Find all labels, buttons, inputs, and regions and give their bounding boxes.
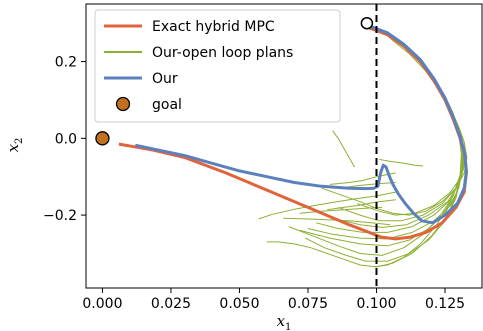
- x-tick-label: 0.125: [425, 296, 465, 312]
- legend-label-open-loop: Our-open loop plans: [152, 45, 293, 61]
- legend-box: [94, 9, 341, 123]
- x-axis-label: x1: [277, 312, 292, 331]
- our-line: [134, 23, 468, 225]
- legend-label-exact-mpc: Exact hybrid MPC: [152, 19, 275, 35]
- y-tick-label: −0.2: [43, 208, 77, 224]
- x-axis-label-main: x: [277, 312, 286, 330]
- x-tick-label: 0.075: [288, 296, 328, 312]
- open-loop-plan-line-11: [373, 180, 460, 268]
- open-loop-plan-line-13: [299, 206, 383, 214]
- y-tick-label: 0.0: [55, 131, 77, 147]
- y-axis-label-main: x: [4, 143, 22, 152]
- x-tick-label: 0.050: [219, 296, 259, 312]
- y-axis-label: x2: [4, 138, 25, 153]
- open-loop-plan-line-8: [288, 134, 462, 256]
- open-loop-plan-line-18: [332, 130, 356, 168]
- open-loop-plan-line-3: [337, 49, 466, 222]
- legend-goal-marker: [115, 96, 131, 112]
- open-loop-plan-line-9: [304, 153, 463, 262]
- legend-label-goal: goal: [152, 97, 182, 113]
- ticks-layer: 0.000 0.025 0.050 0.075 0.100 0.125 0.2 0.0 −0.2: [43, 55, 465, 312]
- marker-layer: [95, 16, 374, 146]
- goal-marker: [95, 131, 110, 146]
- x-axis-label-sub: 1: [285, 322, 291, 331]
- open-loop-plan-line-17: [327, 199, 396, 211]
- open-loop-plan-line-19: [379, 158, 424, 167]
- x-tick-label: 0.025: [151, 296, 191, 312]
- x-tick-label: 0.000: [82, 296, 122, 312]
- plot-frame: [85, 3, 483, 289]
- y-axis-label-sub: 2: [14, 138, 25, 144]
- open-loop-plan-line-4: [335, 61, 465, 228]
- start-marker: [360, 16, 374, 30]
- legend: Exact hybrid MPC Our-open loop plans Our…: [94, 9, 341, 123]
- legend-label-our: Our: [152, 71, 178, 87]
- y-tick-label: 0.2: [55, 55, 77, 71]
- x-tick-label: 0.100: [356, 296, 396, 312]
